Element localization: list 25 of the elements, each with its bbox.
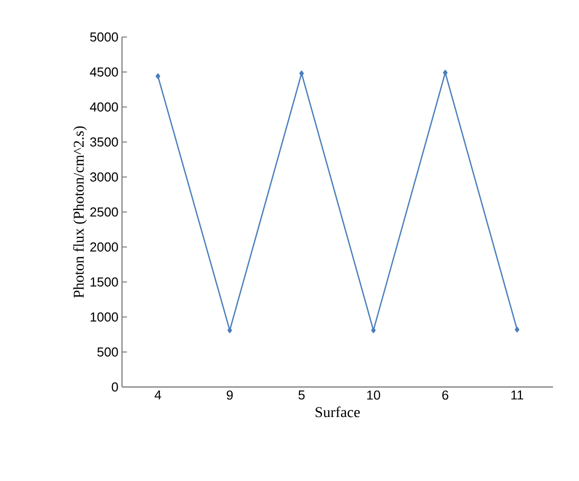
y-axis-title: Photon flux (Photon/cm^2.s) (73, 126, 87, 298)
point (514, 326, 520, 332)
point (299, 70, 304, 76)
y-tick-label: 1500 (90, 277, 118, 287)
point (371, 327, 376, 334)
y-tick-label: 1000 (90, 312, 118, 322)
y-tick-label: 500 (97, 347, 118, 357)
y-tick-label: 2500 (90, 207, 118, 217)
x-tick-label: 4 (154, 390, 162, 400)
y-tick-label: 5000 (90, 32, 118, 42)
y-tick-label: 4500 (90, 67, 118, 77)
x-axis-title: Surface (316, 406, 360, 418)
y-tick-label: 0 (112, 382, 118, 392)
x-tick-label: 6 (442, 390, 448, 400)
x-tick-label: 9 (226, 390, 233, 400)
y-tick-label: 3500 (90, 137, 118, 147)
point (442, 70, 448, 76)
x-tick-label: 10 (367, 390, 380, 400)
x-tick-label: 11 (511, 390, 524, 400)
point (156, 73, 160, 80)
y-tick-label: 4000 (90, 102, 118, 112)
x-tick-label: 5 (298, 390, 305, 400)
point (227, 327, 232, 334)
y-tick-label: 3000 (90, 172, 118, 182)
y-tick-label: 2000 (90, 242, 118, 252)
